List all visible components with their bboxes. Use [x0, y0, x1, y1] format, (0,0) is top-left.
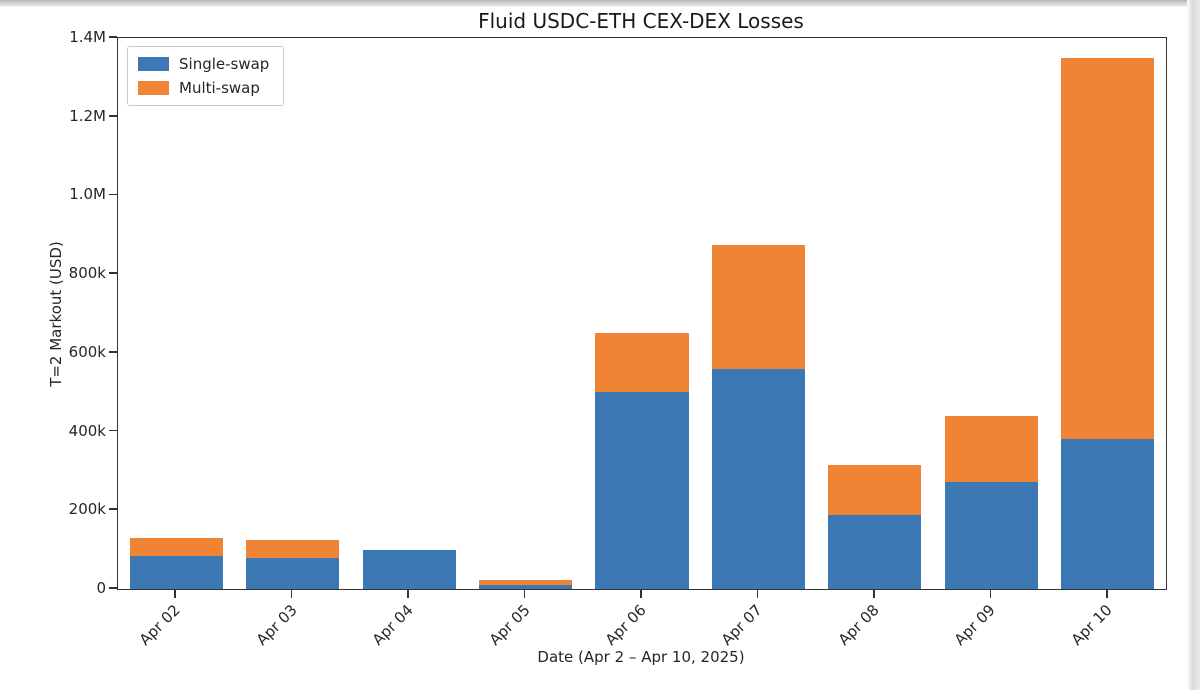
x-tick-mark [989, 589, 992, 598]
x-tick-mark [1105, 589, 1108, 598]
bar-apr-02-single-swap [129, 555, 223, 589]
legend-label: Multi-swap [179, 79, 260, 97]
legend: Single-swap Multi-swap [127, 46, 285, 106]
x-tick-label: Apr 02 [136, 601, 184, 649]
y-tick-mark [109, 587, 117, 589]
y-tick-mark [109, 193, 117, 196]
multi-swap-swatch-icon [138, 81, 169, 95]
x-tick-mark [407, 589, 409, 598]
legend-entry-single-swap: Single-swap [138, 56, 269, 72]
bar-apr-04-single-swap [362, 550, 456, 589]
y-tick-label: 1.0M [69, 185, 106, 204]
window-edge-top [0, 0, 1200, 7]
window-edge-right [1187, 0, 1200, 690]
y-tick-mark [109, 272, 117, 274]
legend-entry-multi-swap: Multi-swap [138, 80, 269, 96]
bar-apr-07-single-swap [711, 368, 805, 589]
bar-apr-07-multi-swap [711, 244, 805, 369]
bar-apr-02-multi-swap [129, 537, 223, 556]
bar-apr-03-multi-swap [246, 539, 340, 558]
y-tick-label: 600k [68, 342, 106, 361]
y-tick-label: 200k [68, 500, 106, 519]
x-axis-label: Date (Apr 2 – Apr 10, 2025) [537, 648, 745, 666]
bar-apr-06-single-swap [595, 392, 689, 589]
bar-apr-10-multi-swap [1061, 57, 1155, 440]
x-tick-mark [756, 589, 759, 598]
x-tick-mark [174, 589, 177, 598]
x-tick-mark [290, 589, 293, 598]
bar-apr-05-multi-swap [478, 579, 573, 586]
y-tick-mark [109, 429, 117, 432]
plot-area [117, 37, 1167, 590]
y-tick-mark [109, 114, 117, 117]
bar-apr-03-single-swap [246, 557, 340, 589]
y-tick-label: 0 [96, 579, 106, 597]
bar-apr-08-single-swap [828, 515, 922, 589]
y-tick-mark [109, 36, 117, 38]
single-swap-swatch-icon [138, 57, 169, 71]
bar-apr-05-single-swap [478, 585, 573, 589]
y-tick-label: 1.2M [69, 106, 106, 125]
y-tick-label: 800k [68, 264, 106, 283]
x-tick-mark [523, 589, 526, 598]
x-tick-mark [873, 589, 875, 598]
bar-apr-06-multi-swap [595, 333, 689, 393]
y-tick-label: 1.4M [69, 28, 106, 46]
x-tick-mark [640, 589, 642, 598]
bar-apr-09-multi-swap [944, 415, 1038, 482]
bar-apr-09-single-swap [944, 481, 1038, 589]
y-tick-mark [109, 351, 117, 353]
bar-apr-10-single-swap [1061, 439, 1155, 589]
chart-title: Fluid USDC-ETH CEX-DEX Losses [478, 9, 804, 33]
y-tick-mark [109, 508, 117, 511]
y-tick-label: 400k [68, 421, 106, 440]
bar-apr-08-multi-swap [828, 465, 922, 516]
legend-label: Single-swap [179, 55, 270, 73]
